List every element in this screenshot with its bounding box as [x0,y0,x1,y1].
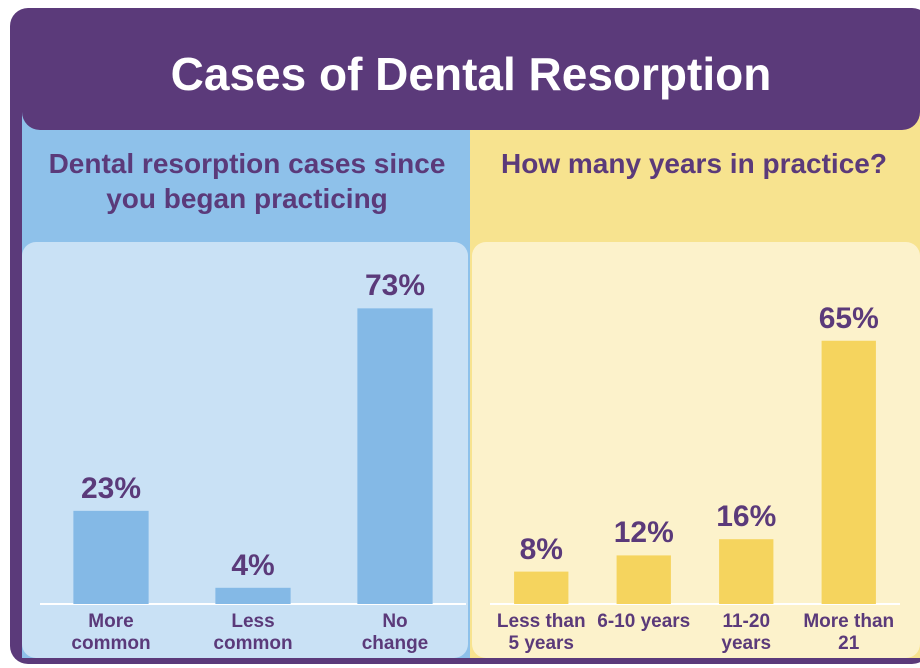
bar [719,539,773,604]
chart-title: Dental resorption cases since you began … [38,146,456,216]
charts [0,0,920,668]
x-tick-label: No change [347,611,443,655]
x-tick-label: Less than 5 years [493,611,589,655]
bar [73,511,148,604]
bar [617,555,671,604]
value-label: 65% [789,301,909,337]
value-label: 4% [193,548,313,584]
x-tick-label: Less common [205,611,301,655]
value-label: 73% [335,268,455,304]
bar [514,572,568,604]
chart-title: How many years in practice? [484,146,904,181]
value-label: 16% [686,499,806,535]
bar [357,308,432,604]
value-label: 23% [51,471,171,507]
bar [822,341,876,604]
x-tick-label: More than 21 [801,611,897,655]
x-tick-label: 6-10 years [596,611,692,633]
x-tick-label: More common [63,611,159,655]
x-tick-label: 11-20 years [698,611,794,655]
bar [215,588,290,604]
infographic: Cases of Dental Resorption Dental resorp… [0,0,920,668]
